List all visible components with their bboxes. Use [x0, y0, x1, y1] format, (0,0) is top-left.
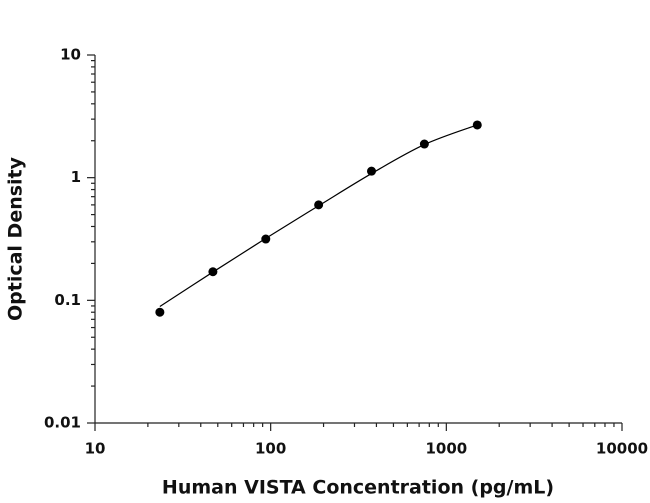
y-tick-label: 10: [60, 46, 81, 64]
x-tick-label: 1000: [425, 440, 467, 458]
x-tick-label: 10000: [596, 440, 648, 458]
x-tick-label: 100: [255, 440, 286, 458]
data-point: [472, 120, 482, 130]
y-tick-label: 1: [71, 168, 81, 186]
y-axis-title: Optical Density: [5, 156, 27, 321]
fit-curve: [159, 124, 478, 308]
x-tick-label: 10: [85, 440, 106, 458]
x-axis-title: Human VISTA Concentration (pg/mL): [162, 477, 554, 499]
y-tick-label: 0.01: [44, 414, 81, 432]
data-point: [367, 166, 377, 176]
data-point: [155, 307, 165, 317]
y-tick-label: 0.1: [54, 291, 81, 309]
